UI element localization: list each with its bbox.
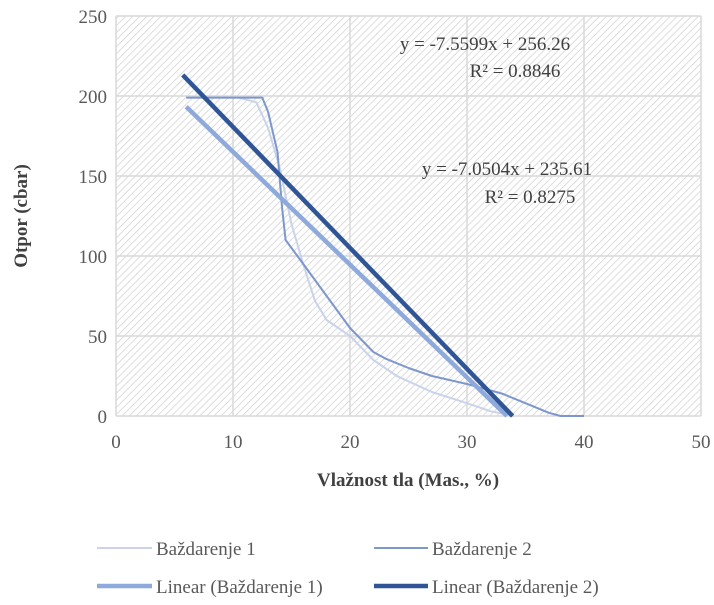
x-tick-label: 30: [458, 432, 477, 453]
legend-item-bazdarenje-1[interactable]: Baždarenje 1: [97, 539, 256, 560]
trend1-equation: y = -7.0504x + 235.61: [422, 159, 592, 180]
y-tick-label: 200: [79, 87, 108, 108]
series-line-linear-bazdarenje-2: [181, 73, 515, 418]
trend2-equation: y = -7.5599x + 256.26: [400, 34, 570, 55]
y-tick-label: 50: [88, 327, 107, 348]
legend-label-bazdarenje-2: Baždarenje 2: [432, 539, 532, 560]
series-layer: [181, 73, 584, 418]
trend2-r2: R² = 0.8846: [470, 61, 561, 82]
legend-label-linear-bazdarenje-1: Linear (Baždarenje 1): [156, 577, 323, 598]
plot-area: [116, 16, 701, 416]
x-tick-label: 40: [575, 432, 594, 453]
series-line-linear-bazdarenje-1: [184, 105, 509, 418]
x-tick-label: 20: [341, 432, 360, 453]
legend-item-linear-bazdarenje-2[interactable]: Linear (Baždarenje 2): [374, 577, 599, 598]
series-line-bazdarenje-2: [186, 96, 584, 417]
y-axis-title: Otpor (cbar): [11, 164, 32, 268]
tick-labels: 0 10 20 30 40 50 0 50 100 150 200 250: [79, 7, 711, 453]
x-axis-title: Vlažnost tla (Mas., %): [317, 470, 499, 491]
y-tick-label: 0: [98, 407, 108, 428]
x-tick-label: 50: [692, 432, 711, 453]
grid-lines: [115, 15, 702, 417]
legend: Baždarenje 1 Baždarenje 2 Linear (Baždar…: [97, 539, 599, 598]
x-tick-label: 10: [224, 432, 243, 453]
y-tick-label: 100: [79, 247, 108, 268]
x-tick-label: 0: [111, 432, 121, 453]
y-tick-label: 250: [79, 7, 108, 28]
legend-label-linear-bazdarenje-2: Linear (Baždarenje 2): [432, 577, 599, 598]
y-tick-label: 150: [79, 167, 108, 188]
legend-item-linear-bazdarenje-1[interactable]: Linear (Baždarenje 1): [97, 577, 323, 598]
series-line-bazdarenje-1: [186, 96, 515, 417]
legend-item-bazdarenje-2[interactable]: Baždarenje 2: [374, 539, 532, 560]
legend-label-bazdarenje-1: Baždarenje 1: [156, 539, 256, 560]
trend1-r2: R² = 0.8275: [485, 187, 576, 208]
